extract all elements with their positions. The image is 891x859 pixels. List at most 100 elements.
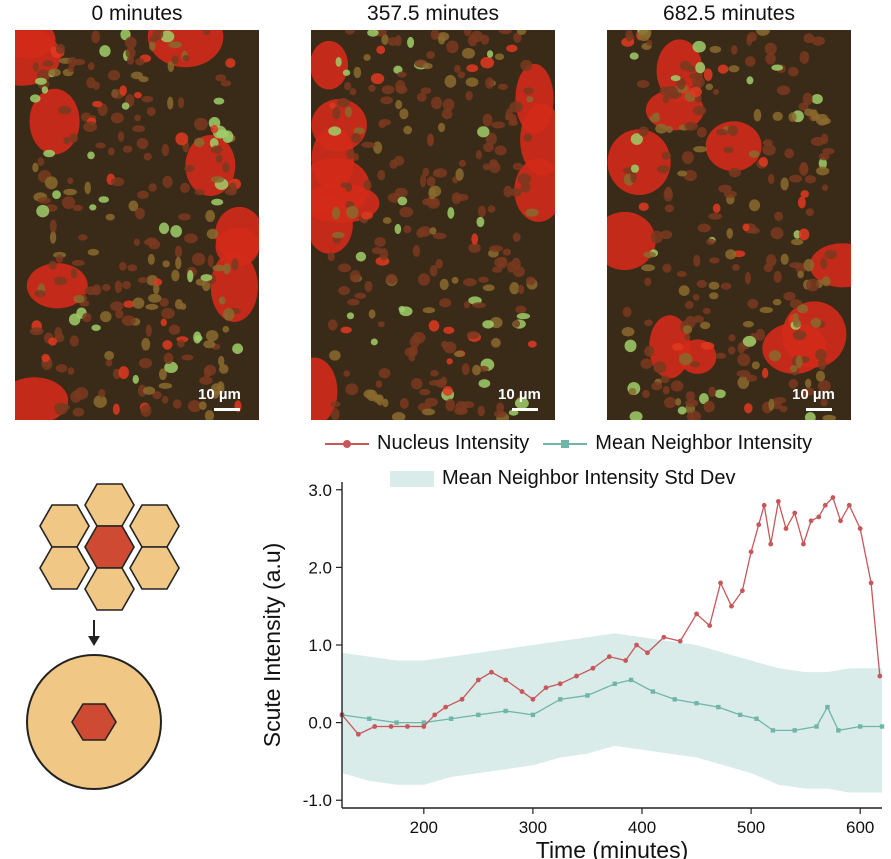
micrograph-image [607,30,851,420]
hex-cell [129,546,180,590]
nucleus-point [634,642,639,648]
nucleus-point [661,634,667,640]
nucleus-point [421,724,427,729]
x-tick-label: 400 [628,818,656,837]
neighbor-point [394,720,399,725]
nucleus-point [761,502,767,508]
nucleus-point [838,518,843,524]
nucleus-point [830,495,836,500]
nucleus-point [405,724,410,729]
nucleus-point [868,580,874,586]
neighbor-point [754,716,759,721]
neighbor-point [672,697,677,702]
nucleus-point [739,588,745,594]
y-tick-label: -1.0 [303,791,332,810]
nucleus-point [645,650,650,656]
legend-nucleus-label: Nucleus Intensity [377,432,530,454]
nucleus-point [530,696,536,702]
neighbor-point [612,681,617,687]
scale-bar [214,408,240,411]
nucleus-point [677,638,683,644]
std-dev-band-layer [342,633,882,793]
legend-item-band: Mean Neighbor Intensity Std Dev [390,467,736,490]
x-tick-label: 600 [846,818,874,837]
micrograph-image [311,30,555,420]
nucleus-point [877,673,883,679]
neighbor-point [879,724,885,729]
legend-band-label: Mean Neighbor Intensity Std Dev [442,467,736,489]
panel-title: 0 minutes [91,2,183,25]
nucleus-point [707,623,713,628]
nucleus-point [388,724,394,729]
legend-band-swatch [390,470,434,487]
neighbor-point [825,704,830,710]
legend-item-neighbor: Mean Neighbor Intensity [543,432,812,455]
nucleus-line [341,496,881,736]
nucleus-point [783,526,789,531]
nucleus-point [729,603,734,609]
x-tick-label: 200 [410,818,438,837]
legend-nucleus-swatch [325,439,369,448]
scale-bar-label: 10 µm [198,386,241,403]
nucleus-point [792,510,798,516]
x-tick-label: 300 [519,818,547,837]
nucleus-point [432,712,438,718]
neighbor-point [421,720,427,725]
neighbor-point [737,712,743,718]
micrograph-image [15,30,259,420]
neighbor-point [770,728,776,733]
neighbor-point [448,716,454,721]
intensity-chart: -1.0 0.0 1.0 2.0 3.0 200 300 400 500 600 Time (min… [259,481,885,859]
hex-center-cell [84,525,135,569]
hex-cell [84,483,135,527]
scale-bar-label: 10 µm [792,386,835,403]
scale-bar [806,408,832,411]
nucleus-point [694,611,699,617]
legend-item-nucleus: Nucleus Intensity [325,432,529,455]
hex-cell [129,504,180,548]
neighbor-point [814,724,819,729]
neighbor-point [503,708,508,714]
nucleus-point [756,522,762,528]
neighbor-point [716,704,721,710]
y-tick-label: 3.0 [308,481,332,500]
nucleus-point [801,541,806,547]
neighbor-point [530,712,536,718]
y-tick-label: 1.0 [308,636,332,655]
nucleus-point [775,499,781,504]
nucleus-point [822,502,828,508]
hexagon-cluster [39,483,180,611]
neighbor-point [557,697,563,702]
y-axis-label: Scute Intensity (a.u) [259,543,285,748]
nucleus-point [857,526,863,531]
neighbor-point [585,693,590,698]
nucleus-point [355,731,361,737]
nucleus-series-layer [339,495,883,737]
std-dev-band [342,633,882,793]
neighbor-point [694,701,699,706]
neighbor-series-layer [339,677,885,733]
nucleus-point [846,502,852,508]
nucleus-point [623,658,629,663]
neighbor-point [628,677,634,683]
scale-bar [512,408,538,411]
legend-neighbor-label: Mean Neighbor Intensity [595,432,813,454]
panel-title: 357.5 minutes [367,2,499,25]
hex-cell [39,504,90,548]
nucleus-point [519,689,525,694]
nucleus-point [718,580,723,586]
x-axis-label: Time (minutes) [536,837,689,859]
center-hex [71,703,117,741]
chart-legend: Nucleus Intensity Mean Neighbor Intensit… [325,432,826,455]
nucleus-point [748,549,754,555]
neighbor-schematic [26,483,180,790]
nucleus-point [606,654,612,660]
x-tick-label: 500 [737,818,765,837]
neighbor-point [792,728,797,733]
y-tick-label: 0.0 [308,714,332,733]
neighbor-point [836,728,841,733]
panel-title: 682.5 minutes [663,2,795,25]
nucleus-point [503,677,509,683]
neighbor-point [476,712,481,718]
chart-legend-band: Mean Neighbor Intensity Std Dev [390,467,750,490]
